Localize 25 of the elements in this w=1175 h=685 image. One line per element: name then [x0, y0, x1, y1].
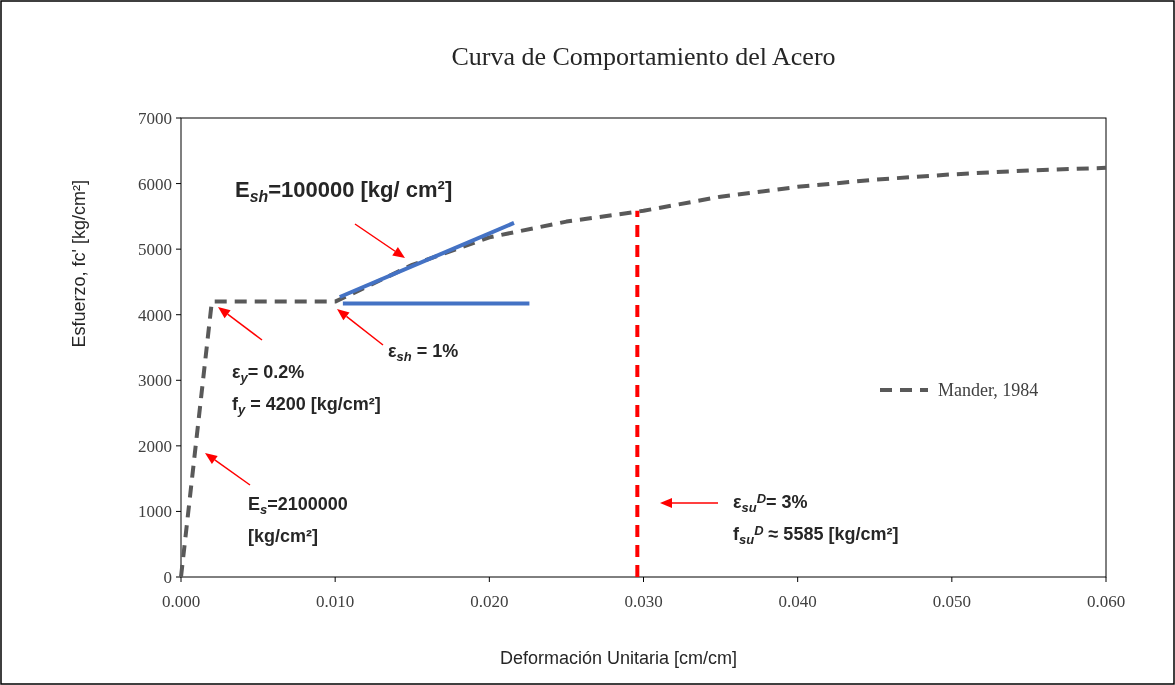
chart-title: Curva de Comportamiento del Acero	[451, 42, 836, 71]
x-tick-label: 0.020	[470, 592, 509, 611]
x-tick-label: 0.000	[161, 592, 201, 611]
x-tick-label: 0.060	[1086, 592, 1126, 611]
text: ε$_{su}$$^{D}$= 3% f$_{su}$$^{D}$ ≈ 5585 [kg/cm²]	[733, 490, 899, 547]
x-axis-title: Deformación Unitaria [cm/cm]	[499, 648, 738, 668]
annotation: E$_{sh}$=100000 [kg/ cm²]	[235, 177, 453, 205]
y-tick-label: 0	[163, 567, 172, 587]
y-tick-label: 3000	[138, 371, 172, 391]
legend-label: Mander, 1984	[938, 380, 1039, 401]
y-tick-label: 5000	[138, 240, 172, 260]
y-axis-title: Esfuerzo, fc' [kg/cm²]	[69, 180, 89, 348]
y-tick-label: 4000	[138, 305, 172, 325]
annotation: ε$_{sh}$ = 1%	[388, 341, 459, 364]
x-tick-label: 0.030	[624, 592, 663, 611]
x-tick-label: 0.040	[778, 592, 817, 611]
y-tick-label: 1000	[138, 502, 172, 522]
y-tick-label: 2000	[138, 436, 172, 456]
x-tick-label: 0.050	[932, 592, 971, 611]
y-tick-label: 7000	[138, 108, 172, 128]
annotation: ε$_{y}$= 0.2% f$_{y}$ = 4200 [kg/cm²]	[232, 362, 381, 417]
y-tick-label: 6000	[138, 174, 172, 194]
x-tick-label: 0.010	[316, 592, 355, 611]
annotation: E$_{s}$=2100000 [kg/cm²]	[248, 494, 348, 546]
line-series	[179, 165, 1108, 579]
